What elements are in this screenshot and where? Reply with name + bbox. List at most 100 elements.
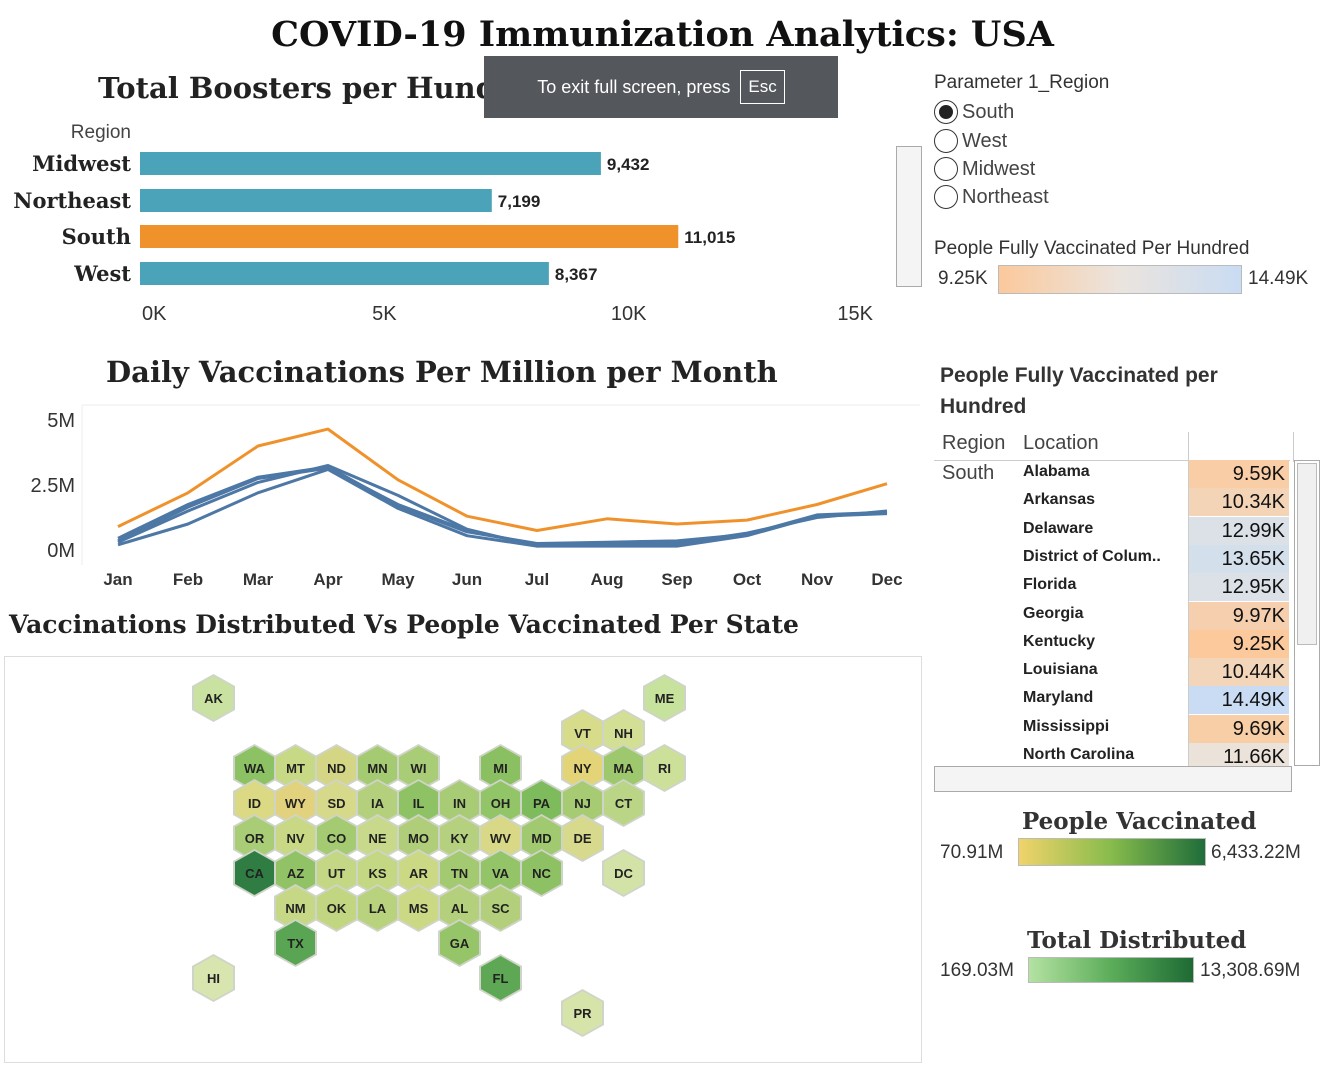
location-cell: Florida (1023, 576, 1077, 594)
location-cell: Maryland (1023, 689, 1094, 707)
state-hex-ri[interactable]: RI (643, 744, 686, 792)
bar-dimension-label: Region (71, 122, 131, 143)
table-vertical-scrollbar[interactable] (1294, 460, 1320, 766)
state-hex-dc[interactable]: DC (602, 849, 645, 897)
line-series[interactable] (117, 466, 888, 547)
state-code-label: TX (276, 921, 315, 965)
value-cell: 9.97K (1189, 601, 1289, 630)
table-row[interactable]: Mississippi 9.69K (934, 714, 1290, 743)
state-code-label: DE (563, 816, 602, 860)
column-header-region: Region (942, 432, 1006, 454)
radio-icon[interactable] (934, 157, 958, 181)
bar-category-label: Midwest (32, 151, 131, 176)
line-x-tick-label: Mar (243, 570, 274, 589)
state-code-label: LA (358, 886, 397, 930)
radio-option-west[interactable]: West (934, 127, 1007, 155)
line-x-tick-label: Apr (313, 570, 343, 589)
radio-option-south[interactable]: South (934, 98, 1014, 126)
state-hex-hi[interactable]: HI (192, 954, 235, 1002)
radio-label: South (962, 100, 1015, 123)
bar-chart-title: Total Boosters per Hundred (98, 71, 550, 105)
line-x-tick-label: Oct (733, 570, 762, 589)
state-hex-fl[interactable]: FL (479, 954, 522, 1002)
state-code-label: NC (522, 851, 561, 895)
fullscreen-toast: To exit full screen, press Esc (484, 56, 838, 118)
location-cell: North Carolina (1023, 746, 1135, 763)
state-hex-nj[interactable]: NJ (561, 779, 604, 827)
line-x-tick-label: Jan (103, 570, 132, 589)
state-hex-ms[interactable]: MS (397, 884, 440, 932)
table-row[interactable]: Alabama 9.59K (934, 460, 1290, 488)
state-hex-de[interactable]: DE (561, 814, 604, 862)
state-hex-ak[interactable]: AK (192, 674, 235, 722)
state-code-label: CT (604, 781, 643, 825)
line-x-tick-label: Jul (525, 570, 550, 589)
line-series[interactable] (117, 464, 888, 548)
line-x-tick-label: May (381, 570, 415, 589)
radio-icon[interactable] (934, 185, 958, 209)
state-code-label: MS (399, 886, 438, 930)
esc-key-badge: Esc (740, 70, 785, 104)
fullscreen-toast-text: To exit full screen, press (537, 76, 731, 97)
table-row[interactable]: Louisiana 10.44K (934, 658, 1290, 687)
line-x-tick-label: Nov (801, 570, 834, 589)
column-divider (1188, 432, 1189, 766)
state-hex-me[interactable]: ME (643, 674, 686, 722)
line-y-tick-label: 0M (47, 540, 75, 562)
table-row[interactable]: District of Colum.. 13.65K (934, 544, 1290, 573)
bar-x-tick-label: 5K (372, 303, 397, 325)
table-horizontal-scrollbar[interactable] (934, 766, 1292, 792)
bar-northeast[interactable] (140, 189, 492, 212)
table-row[interactable]: Delaware 12.99K (934, 516, 1290, 545)
legend-min-label: 9.25K (938, 268, 988, 289)
people-vaccinated-legend-title: People Vaccinated (1022, 808, 1257, 835)
location-cell: Louisiana (1023, 661, 1098, 679)
radio-selected-icon[interactable] (934, 100, 958, 124)
table-row[interactable]: Arkansas 10.34K (934, 488, 1290, 517)
line-series-highlight[interactable] (117, 427, 888, 532)
table-row[interactable]: Kentucky 9.25K (934, 629, 1290, 658)
table-row[interactable]: Florida 12.95K (934, 573, 1290, 602)
total-distributed-gradient (1028, 957, 1194, 983)
line-x-tick-label: Aug (590, 570, 623, 589)
fully-vaccinated-table: Region Location South Alabama 9.59K Arkans… (934, 432, 1322, 771)
vertical-scrollbar[interactable] (896, 146, 922, 287)
line-x-tick-label: Sep (661, 570, 692, 589)
state-hex-ca[interactable]: CA (233, 849, 276, 897)
boosters-bar-chart: Region Midwest 9,432 Northeast 7,199 South 11,… (13, 122, 873, 325)
radio-option-northeast[interactable]: Northeast (934, 183, 1049, 211)
bar-west[interactable] (140, 262, 549, 285)
state-hex-la[interactable]: LA (356, 884, 399, 932)
bar-value-label: 9,432 (607, 155, 650, 174)
state-hex-nc[interactable]: NC (520, 849, 563, 897)
value-cell: 12.95K (1189, 573, 1289, 602)
radio-icon[interactable] (934, 129, 958, 153)
state-code-label: HI (194, 956, 233, 1000)
state-code-label: AK (194, 676, 233, 720)
daily-vaccinations-line-chart: 0M 2.5M 5M Jan Feb Mar Apr May Jun Jul Aug Sep Oct No… (31, 404, 920, 589)
state-hex-ga[interactable]: GA (438, 919, 481, 967)
line-x-tick-label: Dec (871, 570, 902, 589)
table-row[interactable]: Georgia 9.97K (934, 601, 1290, 630)
location-cell: Delaware (1023, 519, 1094, 537)
line-chart-title: Daily Vaccinations Per Million per Month (106, 355, 778, 389)
state-hex-sc[interactable]: SC (479, 884, 522, 932)
legend-max-label: 14.49K (1248, 268, 1309, 289)
state-hex-pr[interactable]: PR (561, 989, 604, 1037)
bar-south[interactable] (140, 225, 679, 248)
bar-x-tick-label: 0K (142, 303, 167, 325)
state-hex-ct[interactable]: CT (602, 779, 645, 827)
state-hex-ok[interactable]: OK (315, 884, 358, 932)
state-hex-tx[interactable]: TX (274, 919, 317, 967)
value-cell: 9.25K (1189, 629, 1289, 658)
line-series[interactable] (117, 467, 888, 548)
radio-option-midwest[interactable]: Midwest (934, 155, 1035, 183)
bar-midwest[interactable] (140, 152, 601, 175)
table-row[interactable]: Maryland 14.49K (934, 686, 1290, 715)
state-hex-vt[interactable]: VT (561, 709, 604, 757)
state-code-label: PR (563, 991, 602, 1035)
legend-max-label: 13,308.69M (1200, 960, 1301, 981)
region-cell: South (942, 462, 995, 484)
scrollbar-thumb[interactable] (1297, 463, 1317, 645)
line-x-tick-label: Feb (173, 570, 203, 589)
